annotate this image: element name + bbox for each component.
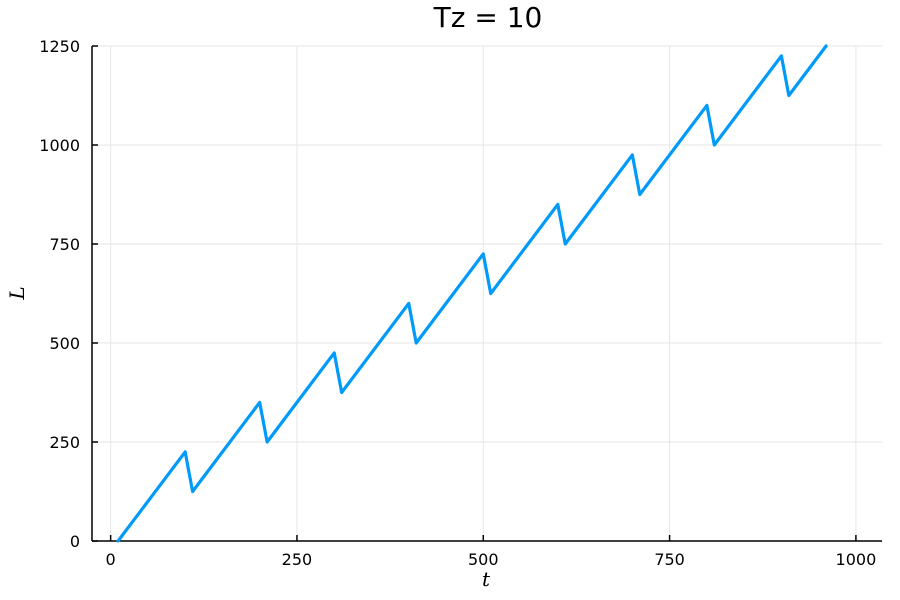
- chart-title: Tz = 10: [433, 1, 543, 34]
- series-line-0: [116, 44, 828, 543]
- y-tick-label-0: 0: [70, 532, 80, 551]
- x-axis-label: t: [482, 567, 491, 591]
- y-tick-label-2: 500: [49, 334, 80, 353]
- x-tick-label-4: 1000: [836, 550, 877, 569]
- axes: [91, 46, 882, 542]
- y-tick-label-4: 1000: [39, 136, 80, 155]
- y-axis-label: L: [5, 286, 29, 300]
- x-tick-label-3: 750: [654, 550, 685, 569]
- y-tick-label-1: 250: [49, 433, 80, 452]
- x-tick-label-1: 250: [282, 550, 313, 569]
- ticks: 0 250 500 750 1000 0 250 500 750 1000 1250: [39, 37, 876, 569]
- series: [116, 44, 828, 543]
- y-tick-label-3: 750: [49, 235, 80, 254]
- x-tick-label-0: 0: [106, 550, 116, 569]
- y-tick-label-5: 1250: [39, 37, 80, 56]
- x-tick-label-2: 500: [468, 550, 499, 569]
